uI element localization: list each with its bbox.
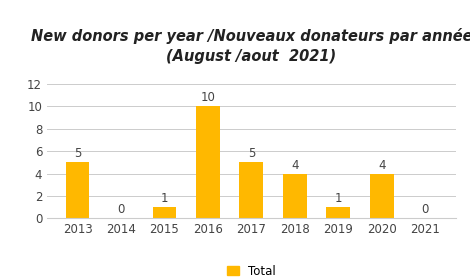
Text: 1: 1: [335, 192, 342, 205]
Bar: [153, 207, 176, 218]
Text: New donors per year /Nouveaux donateurs par année
(August /aout  2021): New donors per year /Nouveaux donateurs …: [31, 28, 470, 64]
Bar: [327, 207, 350, 218]
Text: 1: 1: [161, 192, 168, 205]
Text: 0: 0: [118, 203, 125, 216]
Bar: [370, 174, 394, 218]
Text: 0: 0: [422, 203, 429, 216]
Text: 4: 4: [378, 158, 385, 172]
Text: 10: 10: [201, 91, 215, 104]
Bar: [66, 162, 89, 218]
Bar: [283, 174, 307, 218]
Bar: [196, 106, 220, 218]
Bar: [240, 162, 263, 218]
Text: 5: 5: [74, 147, 81, 160]
Text: 4: 4: [291, 158, 298, 172]
Legend: Total: Total: [227, 265, 276, 278]
Text: 5: 5: [248, 147, 255, 160]
